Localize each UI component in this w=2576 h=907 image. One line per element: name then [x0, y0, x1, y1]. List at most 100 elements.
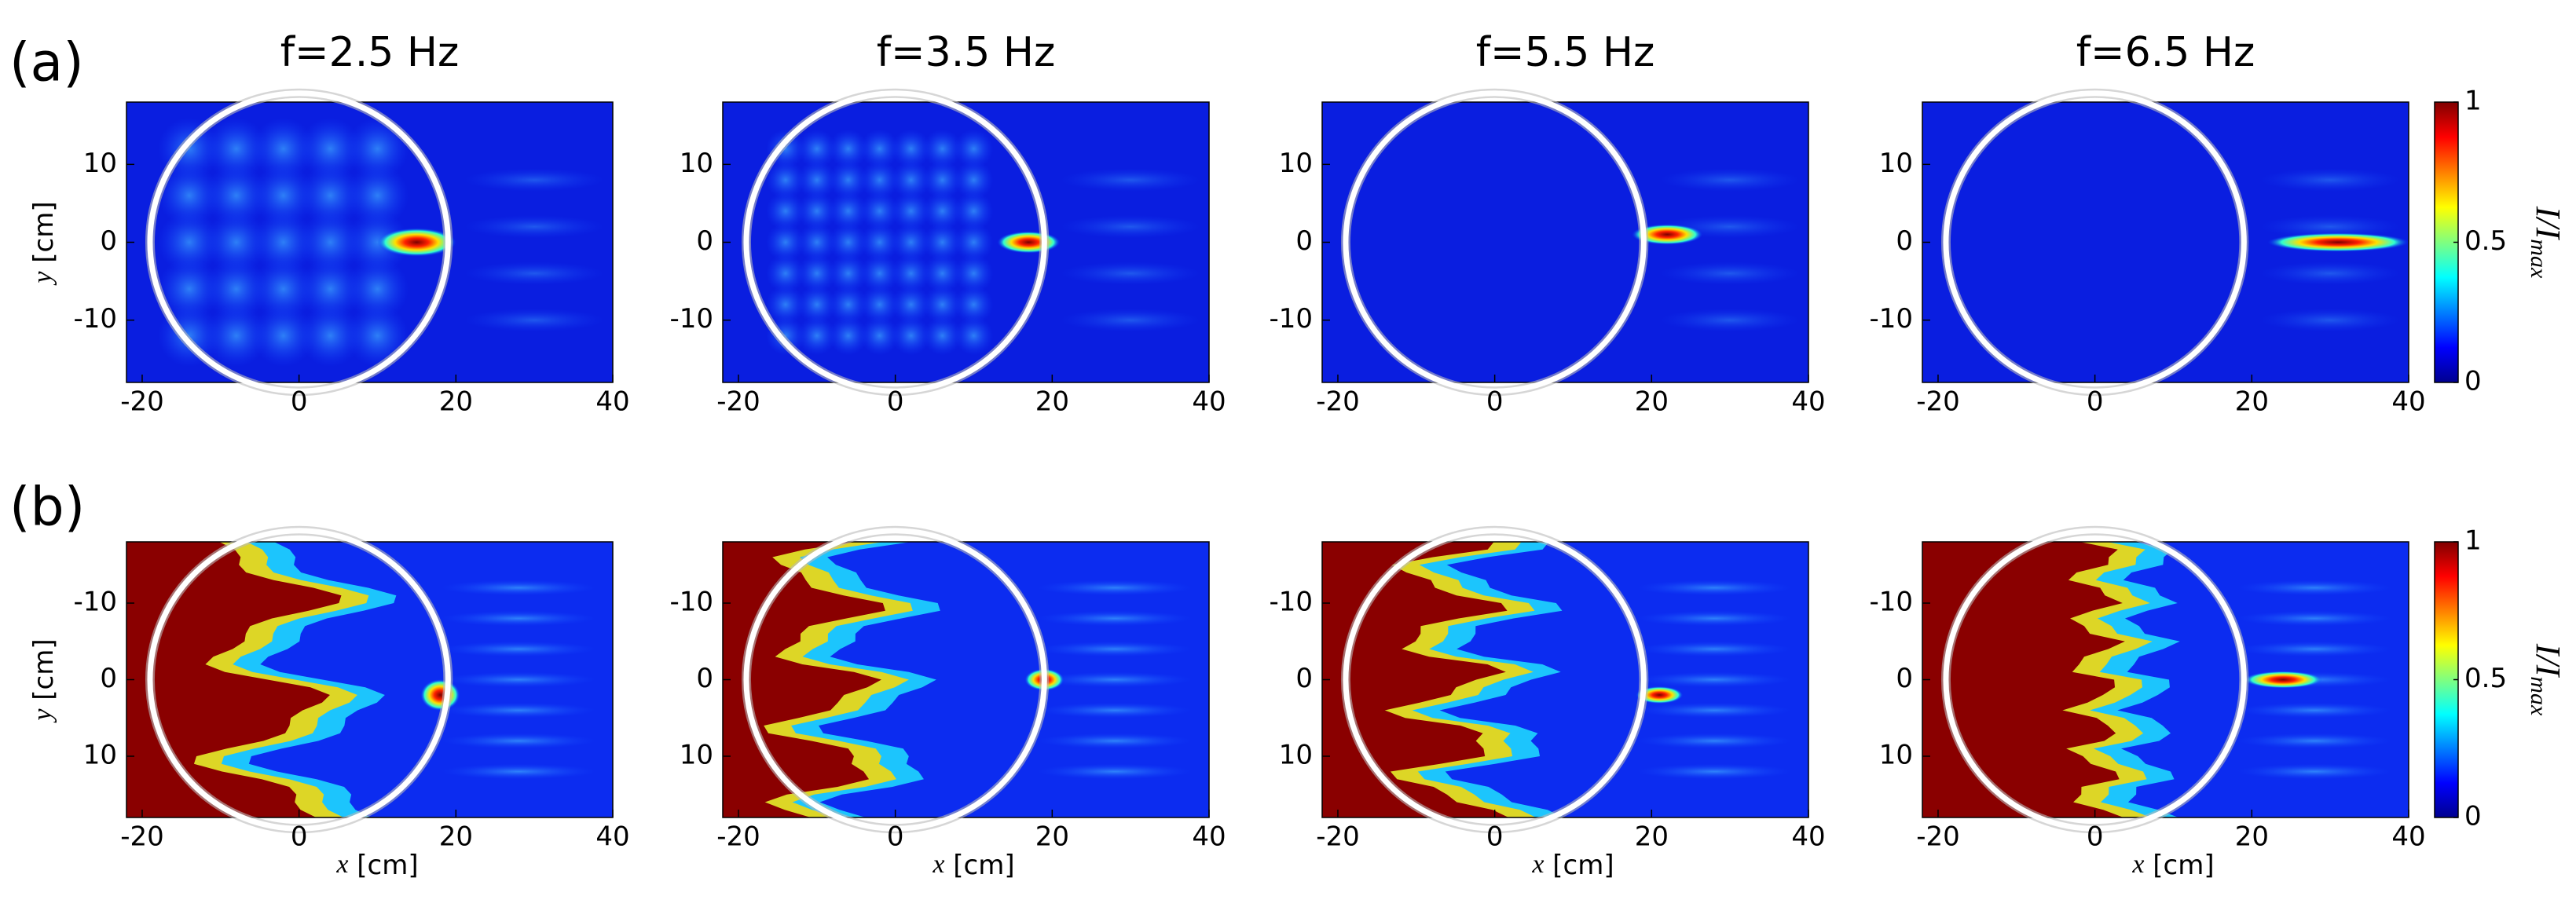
ripple [1036, 671, 1194, 688]
ripple [157, 164, 221, 227]
y-tick-label: -10 [73, 587, 117, 618]
label-part: max [2526, 676, 2552, 716]
label-part: I/I [2529, 206, 2567, 241]
colorbar-tick-label: 0.5 [2464, 663, 2507, 694]
ripple [1036, 580, 1194, 596]
y-tick-label: -10 [1869, 303, 1913, 335]
y-tick-label: 10 [1279, 740, 1313, 771]
ripple [464, 168, 606, 192]
colorbar-tick-label: 0 [2464, 366, 2482, 397]
label-part: [cm] [953, 850, 1014, 881]
ripple [891, 316, 931, 356]
colorbar-label: I/Imax [2526, 643, 2567, 716]
x-tick-label: -20 [1916, 386, 1960, 418]
heatmap-background [1322, 102, 1808, 382]
x-tick-label: 40 [595, 821, 629, 853]
ripple [891, 160, 931, 200]
heatmap-image [126, 542, 613, 817]
y-tick-label: 10 [1879, 148, 1913, 179]
y-tick-label: 10 [680, 148, 713, 179]
ripple [797, 284, 837, 324]
ripple [828, 254, 868, 294]
x-tick-label: 40 [1791, 821, 1825, 853]
x-axis-label: x [cm] [335, 850, 418, 881]
ripple [251, 117, 315, 181]
ripple [828, 284, 868, 324]
ripple [1036, 702, 1194, 719]
focal-spot [377, 228, 456, 257]
label-part: x [2131, 850, 2144, 879]
label-part: [cm] [2153, 850, 2214, 881]
ripple [922, 129, 962, 169]
ripple [954, 254, 994, 294]
ripple [891, 129, 931, 169]
ripple [954, 191, 994, 231]
ripple [299, 304, 362, 368]
panel-title: f=5.5 Hz [1476, 29, 1655, 76]
ripple [891, 222, 931, 262]
ripple [346, 210, 409, 274]
lens-outline [1943, 528, 2247, 832]
x-tick-label: 0 [291, 821, 308, 853]
ripple [797, 316, 837, 356]
x-tick-label: 40 [1192, 386, 1226, 418]
ripple [2236, 641, 2394, 657]
ripple [954, 129, 994, 169]
y-tick-label: -10 [669, 303, 713, 335]
ripple [954, 316, 994, 356]
ripple [2236, 702, 2394, 719]
label-part: x [335, 850, 348, 879]
focal-spot [2267, 232, 2409, 252]
y-tick-label: -10 [1269, 587, 1313, 618]
x-tick-label: 0 [2087, 386, 2104, 418]
label-part: y [28, 708, 57, 723]
y-tick-label: -10 [1269, 303, 1313, 335]
x-tick-label: -20 [1316, 821, 1360, 853]
ripple [922, 254, 962, 294]
focal-spot [2244, 671, 2323, 689]
ripple [1036, 610, 1194, 627]
ripple [828, 222, 868, 262]
y-tick-label: 0 [1295, 225, 1313, 257]
ripple [922, 191, 962, 231]
x-axis-label: x [cm] [2131, 850, 2214, 881]
ripple [922, 160, 962, 200]
panel-title: f=3.5 Hz [877, 29, 1056, 76]
ripple [299, 117, 362, 181]
ripple [464, 261, 606, 286]
y-tick-label: 0 [1896, 225, 1913, 257]
x-tick-label: 0 [1486, 821, 1504, 853]
lens-outline [147, 528, 451, 832]
ripple [797, 129, 837, 169]
ripple [2236, 733, 2394, 749]
ripple [2259, 168, 2402, 192]
ripple [251, 304, 315, 368]
ripple [797, 160, 837, 200]
ripple [922, 316, 962, 356]
ripple [859, 254, 900, 294]
y-tick-label: 0 [100, 663, 117, 694]
label-part: x [1531, 850, 1544, 879]
lens-outline [147, 90, 451, 394]
ripple [299, 164, 362, 227]
ripple [1636, 580, 1794, 596]
ripple [440, 610, 598, 627]
y-axis-label: y [cm] [28, 201, 60, 285]
lens-outline [1343, 528, 1647, 832]
heatmap-image [1322, 102, 1808, 382]
ripple [204, 258, 268, 320]
y-tick-label: -10 [73, 303, 117, 335]
colorbar-tick-label: 1 [2464, 525, 2482, 557]
x-tick-label: 40 [2391, 821, 2425, 853]
x-tick-label: 20 [439, 386, 473, 418]
high-intensity-region [1322, 542, 1509, 817]
heatmap-panel: -20 0 20 40 -10 0 10 f=6.5 Hz 0 0.5 1 I/Imax [1869, 29, 2567, 418]
ripple [440, 733, 598, 749]
x-tick-label: 20 [1035, 386, 1069, 418]
ripple [828, 191, 868, 231]
x-tick-label: 40 [1791, 386, 1825, 418]
ripple [1060, 214, 1202, 239]
label-part: y [28, 271, 57, 286]
ripple [204, 210, 268, 274]
